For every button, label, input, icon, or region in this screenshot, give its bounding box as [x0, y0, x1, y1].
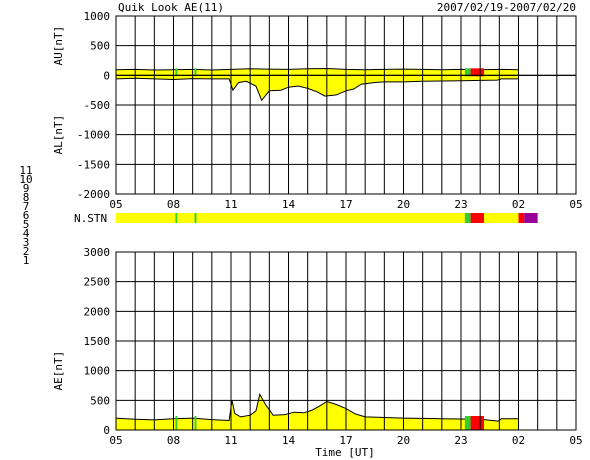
- y-tick-label: 1000: [84, 365, 111, 378]
- station-segment: [177, 213, 195, 223]
- x-tick-label: 05: [569, 198, 582, 211]
- x-tick-label: 20: [397, 434, 410, 447]
- station-segment: [194, 213, 197, 223]
- y-axis-label-al: AL[nT]: [52, 115, 65, 155]
- x-tick-label: 02: [512, 198, 525, 211]
- x-tick-label: 14: [282, 198, 296, 211]
- status-segment: [175, 68, 178, 77]
- station-segment: [484, 213, 519, 223]
- x-tick-label: 05: [569, 434, 582, 447]
- status-segment: [470, 68, 484, 77]
- x-tick-label: 20: [397, 198, 410, 211]
- x-tick-label: 23: [454, 434, 467, 447]
- station-segment: [464, 213, 471, 223]
- x-tick-label: 17: [339, 434, 352, 447]
- x-axis-label: Time [UT]: [315, 446, 375, 459]
- x-tick-label: 08: [167, 198, 180, 211]
- status-segment: [175, 416, 178, 430]
- station-segment: [518, 213, 525, 223]
- y-axis-label-ae: AE[nT]: [52, 351, 65, 391]
- y-tick-label: 500: [90, 40, 110, 53]
- ae-line: [115, 393, 519, 422]
- station-segment: [470, 213, 484, 223]
- y-tick-label: 2500: [84, 276, 111, 289]
- chart-title: Quik Look AE(11): [118, 1, 224, 14]
- status-segment: [194, 68, 197, 77]
- au-line: [115, 67, 519, 71]
- y-tick-label: -2000: [77, 188, 110, 201]
- y-tick-label: -500: [84, 99, 111, 112]
- station-bar: N.STN: [74, 212, 538, 225]
- station-bar-label: N.STN: [74, 212, 107, 225]
- y-tick-label: 0: [103, 69, 110, 82]
- y-tick-label: -1000: [77, 129, 110, 142]
- x-tick-label: 14: [282, 434, 296, 447]
- legend-entry: 9: [23, 182, 30, 195]
- x-tick-label: 11: [224, 198, 237, 211]
- plot-frame: [115, 251, 577, 431]
- legend-entry: 3: [23, 236, 30, 249]
- x-tick-label: 05: [109, 434, 122, 447]
- legend-entry: 4: [23, 227, 30, 240]
- x-tick-label: 23: [454, 198, 467, 211]
- x-tick-label: 02: [512, 434, 525, 447]
- y-tick-label: 3000: [84, 246, 111, 259]
- status-segment: [470, 416, 484, 430]
- legend-entry: 11: [19, 164, 32, 177]
- legend-entry: 1: [23, 254, 30, 267]
- status-segment: [194, 416, 197, 430]
- al-area: [116, 75, 519, 101]
- legend-entry: 8: [23, 191, 30, 204]
- x-tick-label: 08: [167, 434, 180, 447]
- ae-area: [116, 394, 519, 430]
- station-segment: [175, 213, 178, 223]
- station-segment: [116, 213, 176, 223]
- legend-entry: 2: [23, 245, 30, 258]
- legend-entry: 5: [23, 218, 30, 231]
- legend-entry: 6: [23, 209, 30, 222]
- legend-entry: 10: [19, 173, 32, 186]
- y-tick-label: -1500: [77, 158, 110, 171]
- station-segment: [524, 213, 538, 223]
- plot-frame: [115, 15, 577, 195]
- x-tick-label: 11: [224, 434, 237, 447]
- station-segment: [196, 213, 465, 223]
- legend-entry: 7: [23, 200, 30, 213]
- y-tick-label: 2000: [84, 305, 111, 318]
- status-segment: [464, 416, 471, 430]
- y-tick-label: 0: [103, 424, 110, 437]
- date-range: 2007/02/19-2007/02/20: [437, 1, 576, 14]
- y-tick-label: 500: [90, 394, 110, 407]
- x-tick-label: 05: [109, 198, 122, 211]
- y-tick-label: 1500: [84, 335, 111, 348]
- y-tick-label: 1000: [84, 10, 111, 23]
- x-tick-label: 17: [339, 198, 352, 211]
- y-axis-label-au: AU[nT]: [52, 26, 65, 66]
- status-segment: [464, 68, 471, 77]
